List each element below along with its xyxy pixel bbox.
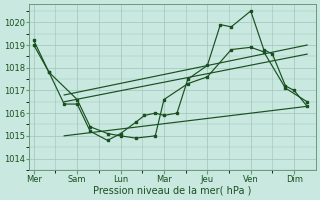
X-axis label: Pression niveau de la mer( hPa ): Pression niveau de la mer( hPa ) — [93, 186, 252, 196]
